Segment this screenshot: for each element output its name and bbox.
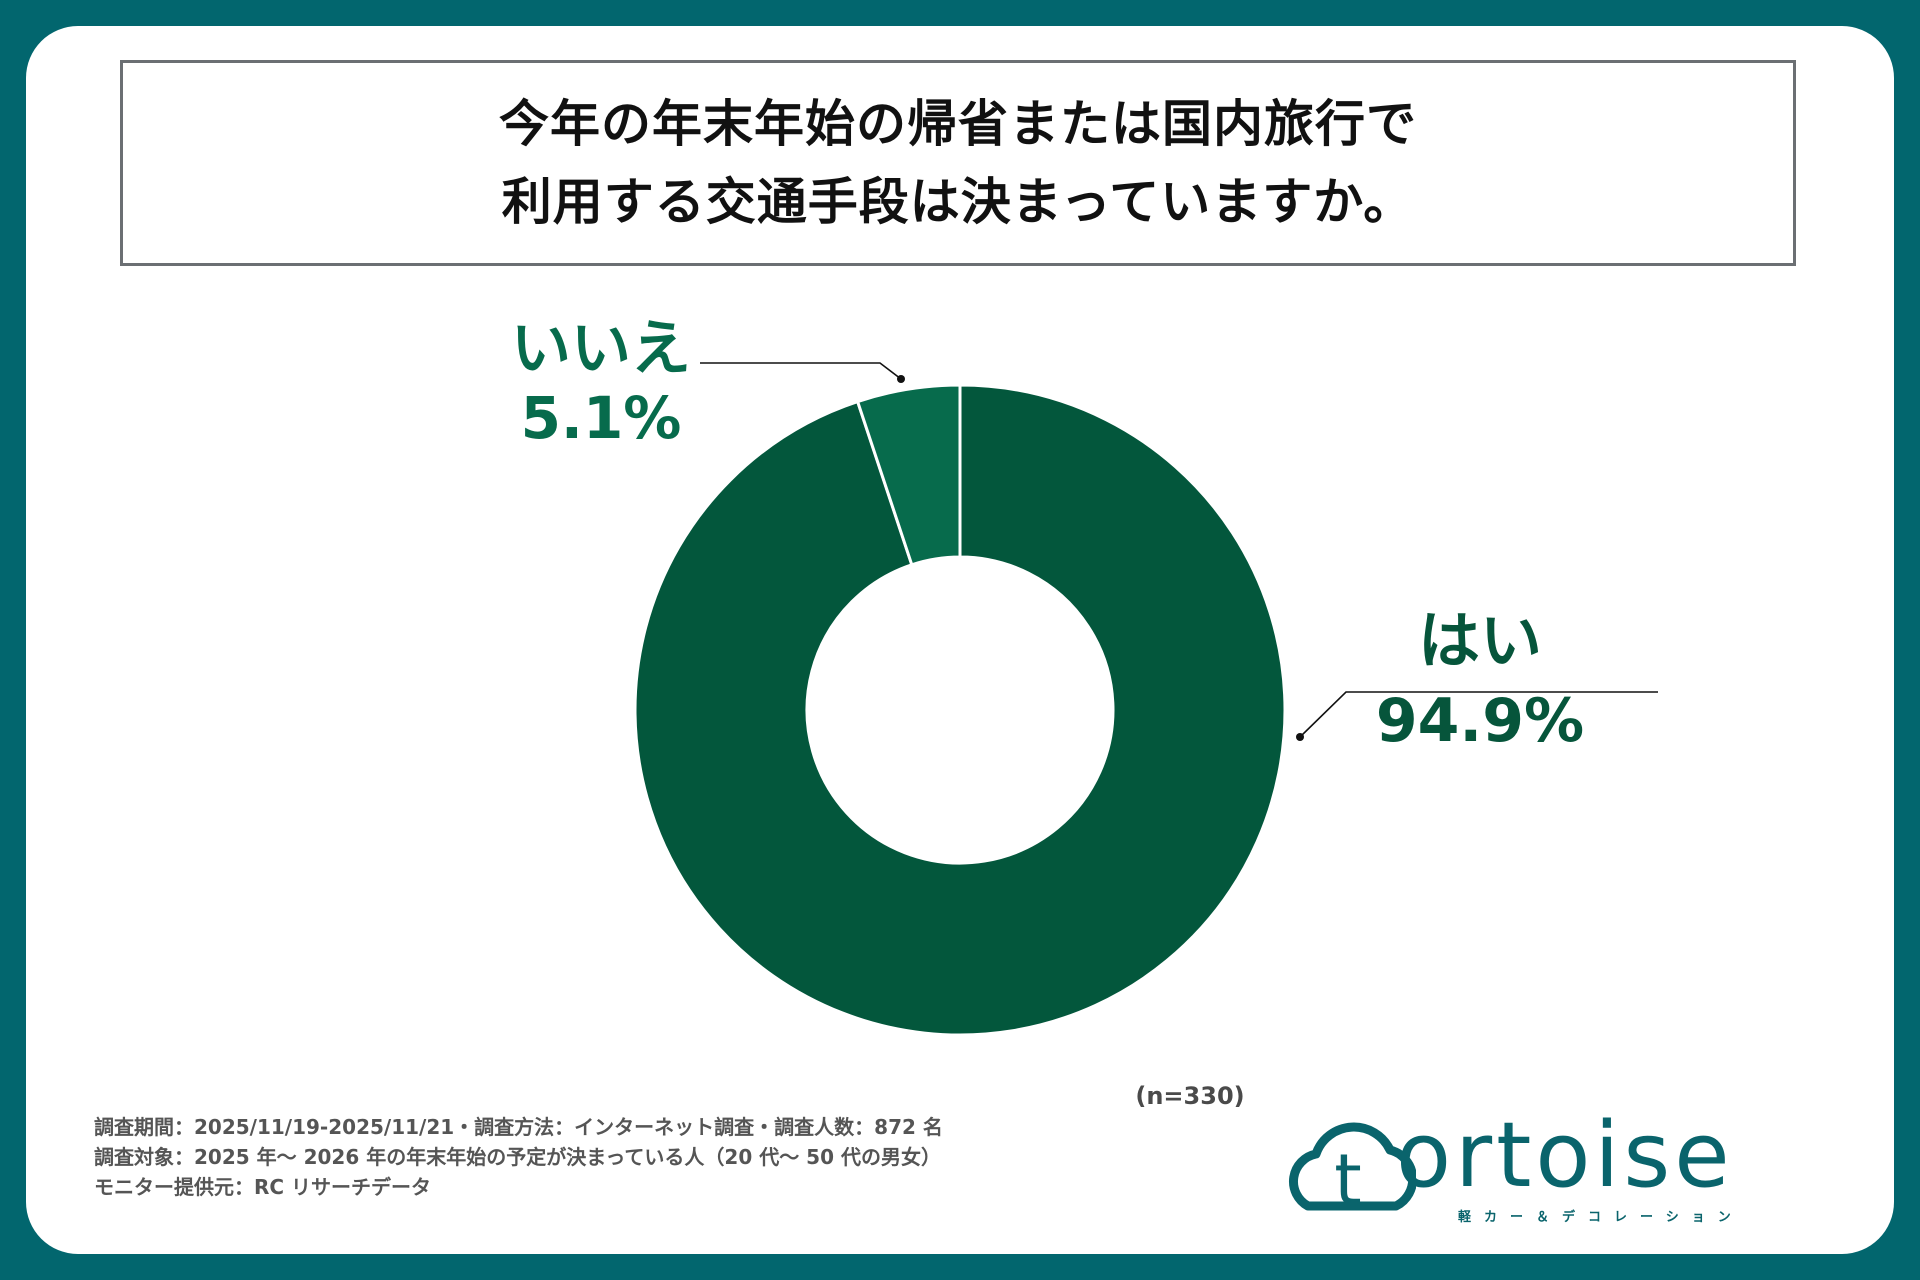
donut-slice-yes [633, 383, 1287, 1037]
chart-title-line-2: 利用する交通手段は決まっていますか。 [501, 173, 1415, 231]
chart-title-line-1: 今年の年末年始の帰省または国内旅行で [499, 95, 1417, 153]
survey-footnotes: 調査期間：2025/11/19-2025/11/21・調査方法：インターネット調… [94, 1112, 1054, 1202]
content-card: 今年の年末年始の帰省または国内旅行で 利用する交通手段は決まっていますか。 [26, 26, 1894, 1254]
tortoise-logo: t ortoise 軽カー＆デコレーション [1286, 1106, 1826, 1230]
title-box: 今年の年末年始の帰省または国内旅行で 利用する交通手段は決まっていますか。 [120, 60, 1796, 266]
footnote-target: 調査対象：2025 年～ 2026 年の年末年始の予定が決まっている人（20 代… [94, 1145, 941, 1169]
leader-line-no [700, 362, 905, 383]
logo-tagline: 軽カー＆デコレーション [1458, 1210, 1744, 1225]
logo-wordmark: ortoise [1396, 1103, 1734, 1208]
slice-value-yes: 94.9% [1375, 686, 1585, 756]
donut-slice-no [855, 383, 962, 567]
slice-value-no: 5.1% [520, 384, 682, 452]
cloud-t-logo-icon: t [1288, 1122, 1416, 1220]
sample-size-note: (n=330) [1135, 1082, 1245, 1110]
footnote-period: 調査期間：2025/11/19-2025/11/21・調査方法：インターネット調… [94, 1115, 943, 1139]
footnote-provider: モニター提供元：RC リサーチデータ [94, 1175, 432, 1199]
logo-mark-letter: t [1334, 1139, 1361, 1220]
slice-label-yes: はい [1417, 604, 1542, 677]
slice-label-no: いいえ [511, 314, 691, 384]
donut-slices [633, 383, 1287, 1037]
leader-line-yes [1296, 691, 1658, 741]
